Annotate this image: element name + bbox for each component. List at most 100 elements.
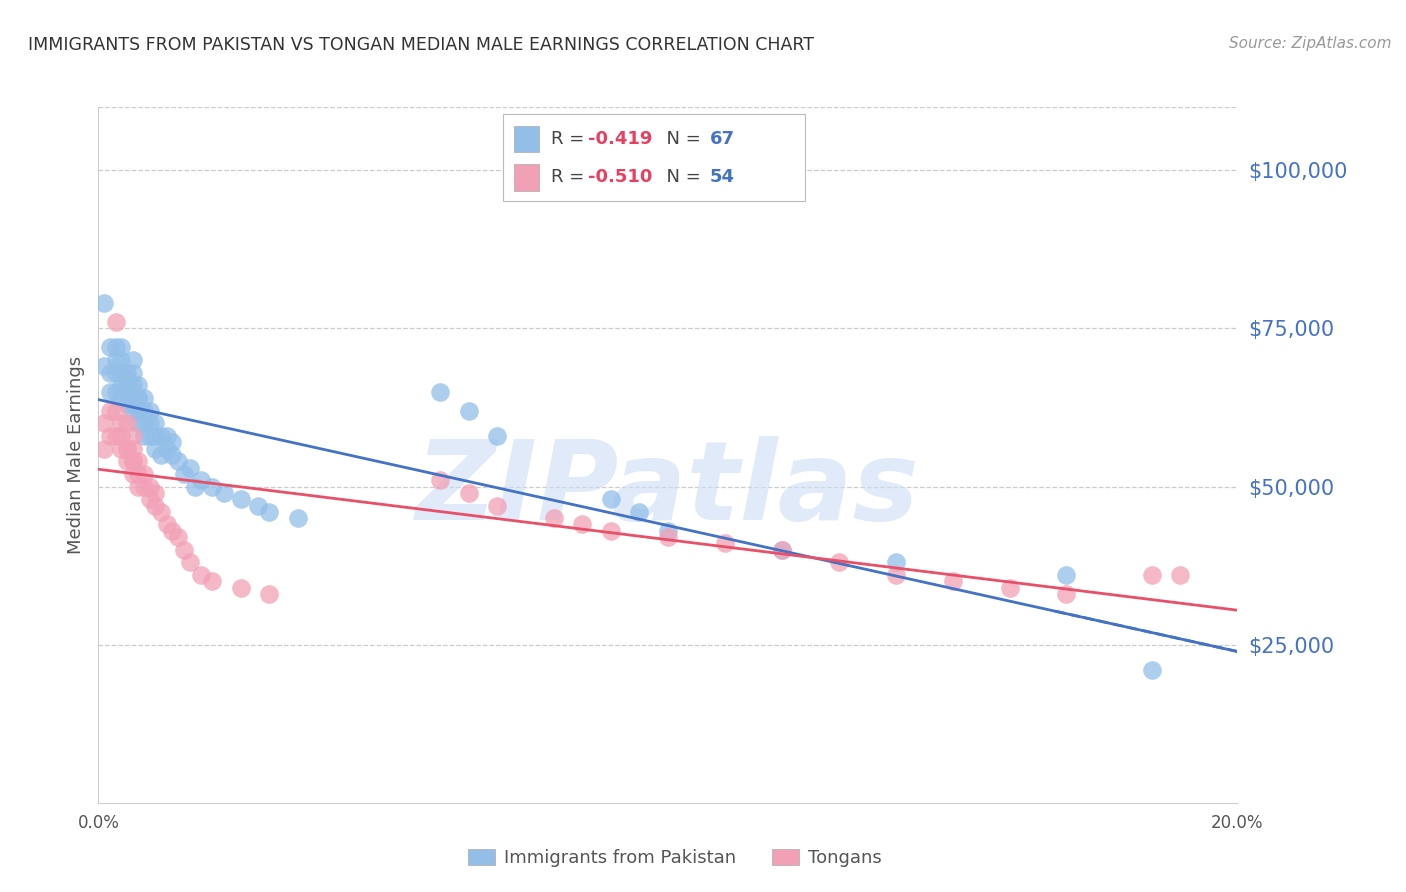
Point xyxy=(179,556,201,570)
Point xyxy=(457,486,479,500)
Point xyxy=(115,384,138,399)
Text: R =: R = xyxy=(551,169,589,186)
Text: IMMIGRANTS FROM PAKISTAN VS TONGAN MEDIAN MALE EARNINGS CORRELATION CHART: IMMIGRANTS FROM PAKISTAN VS TONGAN MEDIA… xyxy=(28,36,814,54)
Point xyxy=(127,391,149,405)
Point xyxy=(121,467,143,481)
Point xyxy=(98,340,121,354)
Point xyxy=(104,340,127,354)
Point xyxy=(121,403,143,417)
Point xyxy=(1056,587,1078,601)
Point xyxy=(190,473,212,487)
Point xyxy=(287,511,309,525)
Point xyxy=(115,378,138,392)
Text: -0.510: -0.510 xyxy=(588,169,652,186)
Point xyxy=(121,366,143,380)
Text: N =: N = xyxy=(655,169,707,186)
Point xyxy=(229,492,252,507)
Point xyxy=(104,366,127,380)
Point xyxy=(104,353,127,368)
Point xyxy=(138,417,160,431)
Point xyxy=(132,467,155,481)
Point xyxy=(115,417,138,431)
Point xyxy=(104,384,127,399)
Point xyxy=(162,524,184,538)
Point xyxy=(110,378,132,392)
Point xyxy=(93,417,115,431)
Point xyxy=(138,492,160,507)
Point xyxy=(167,454,190,468)
Point xyxy=(1140,663,1163,677)
Point xyxy=(127,479,149,493)
Point xyxy=(145,417,167,431)
Point xyxy=(138,429,160,443)
Point xyxy=(110,391,132,405)
Point xyxy=(156,517,179,532)
Point xyxy=(115,366,138,380)
Point xyxy=(486,499,509,513)
Point xyxy=(115,454,138,468)
Point xyxy=(138,403,160,417)
Point xyxy=(190,568,212,582)
Point xyxy=(828,556,851,570)
Point xyxy=(127,454,149,468)
Point xyxy=(115,442,138,456)
Point xyxy=(184,479,207,493)
Point xyxy=(115,372,138,386)
Point xyxy=(98,403,121,417)
Point xyxy=(942,574,965,589)
Point xyxy=(138,479,160,493)
Text: -0.419: -0.419 xyxy=(588,130,652,148)
Point xyxy=(110,353,132,368)
Point xyxy=(104,403,127,417)
Point xyxy=(429,473,451,487)
Point xyxy=(121,353,143,368)
Point xyxy=(127,378,149,392)
Point xyxy=(110,366,132,380)
Point xyxy=(145,499,167,513)
FancyBboxPatch shape xyxy=(503,114,804,201)
Point xyxy=(201,479,224,493)
Point xyxy=(173,467,195,481)
Point xyxy=(110,429,132,443)
Point xyxy=(110,442,132,456)
Point xyxy=(229,581,252,595)
Point xyxy=(884,556,907,570)
Point xyxy=(132,479,155,493)
Point xyxy=(150,429,173,443)
Point xyxy=(179,460,201,475)
Point xyxy=(98,429,121,443)
FancyBboxPatch shape xyxy=(515,164,538,191)
Point xyxy=(156,442,179,456)
Point xyxy=(104,429,127,443)
Point xyxy=(156,429,179,443)
Point xyxy=(259,587,281,601)
Point xyxy=(457,403,479,417)
Point xyxy=(770,542,793,557)
Point xyxy=(115,442,138,456)
Point xyxy=(600,492,623,507)
Point xyxy=(93,296,115,310)
Point xyxy=(201,574,224,589)
Point xyxy=(121,397,143,411)
Point xyxy=(600,524,623,538)
Point xyxy=(486,429,509,443)
Point xyxy=(543,511,565,525)
Point xyxy=(628,505,651,519)
Point xyxy=(145,429,167,443)
Point xyxy=(98,366,121,380)
Point xyxy=(173,542,195,557)
Point xyxy=(1170,568,1192,582)
Text: N =: N = xyxy=(655,130,707,148)
FancyBboxPatch shape xyxy=(515,126,538,153)
Point xyxy=(104,315,127,329)
Point xyxy=(121,384,143,399)
Point xyxy=(145,442,167,456)
Point xyxy=(132,403,155,417)
Point xyxy=(145,486,167,500)
Point xyxy=(571,517,593,532)
Point xyxy=(98,384,121,399)
Point xyxy=(127,391,149,405)
Point xyxy=(657,530,679,544)
Point xyxy=(1056,568,1078,582)
Text: Source: ZipAtlas.com: Source: ZipAtlas.com xyxy=(1229,36,1392,51)
